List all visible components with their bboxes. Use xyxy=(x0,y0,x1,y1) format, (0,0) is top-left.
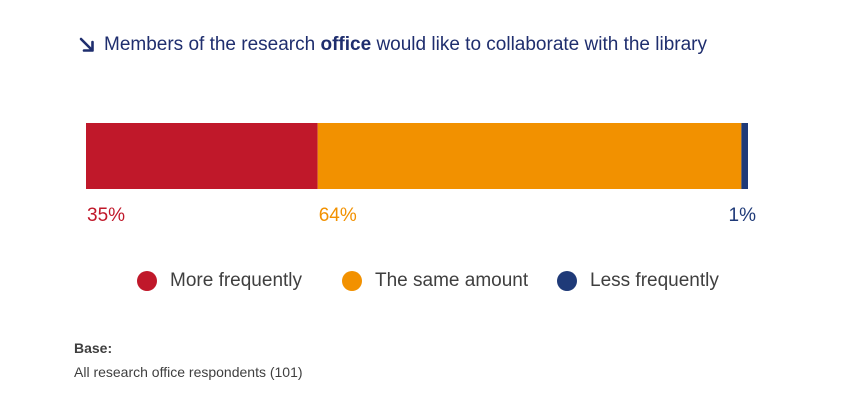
legend-item-more-frequently: More frequently xyxy=(137,270,302,292)
arrow-down-right-icon xyxy=(79,37,94,52)
base-description: All research office respondents (101) xyxy=(74,364,303,380)
legend-swatch-the-same-amount xyxy=(342,271,362,291)
title-prefix: Members of the research xyxy=(104,34,321,55)
title-text: Members of the research office would lik… xyxy=(104,34,707,56)
legend-label-the-same-amount: The same amount xyxy=(375,270,529,291)
data-label-the-same-amount: 64% xyxy=(319,205,357,226)
base-label: Base: xyxy=(74,340,113,356)
bar-segment-the-same-amount xyxy=(317,123,742,189)
bar-segment-less-frequently xyxy=(741,123,748,189)
legend-item-less-frequently: Less frequently xyxy=(557,270,719,292)
stacked-bar-chart: 35% 64% 1% xyxy=(86,123,757,226)
legend-label-more-frequently: More frequently xyxy=(170,270,303,291)
data-label-more-frequently: 35% xyxy=(87,205,125,226)
legend-label-less-frequently: Less frequently xyxy=(590,270,719,291)
bar-segment-more-frequently xyxy=(86,123,318,189)
legend-swatch-less-frequently xyxy=(557,271,577,291)
legend-swatch-more-frequently xyxy=(137,271,157,291)
title-suffix: would like to collaborate with the libra… xyxy=(371,34,708,55)
title-highlight: office xyxy=(320,34,372,55)
chart-title: Members of the research office would lik… xyxy=(78,34,707,56)
chart-legend: More frequently The same amount Less frequ… xyxy=(0,270,863,298)
legend-item-the-same-amount: The same amount xyxy=(342,270,528,292)
data-label-less-frequently: 1% xyxy=(729,205,757,226)
